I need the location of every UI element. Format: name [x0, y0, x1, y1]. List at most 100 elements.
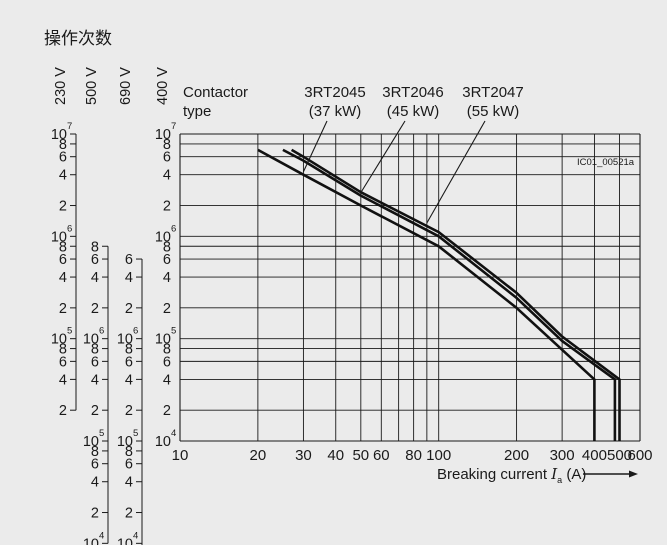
x-axis-label-subscript: a: [557, 475, 562, 485]
voltage-scale-tick-label: 6: [125, 354, 133, 370]
x-tick-label: 20: [250, 447, 267, 464]
voltage-scale-tick-label: 4: [125, 475, 133, 491]
voltage-scale-tick-label: 8: [59, 342, 67, 358]
voltage-scale-tick-label: 6: [59, 252, 67, 268]
y-axis-title-line2: type: [183, 103, 211, 120]
x-tick-label: 80: [405, 447, 422, 464]
voltage-scale-tick-label: 2: [163, 403, 171, 419]
voltage-scale-tick-label: 10: [117, 332, 133, 348]
x-tick-label: 100: [426, 447, 451, 464]
voltage-scale-tick-label: 10: [155, 434, 171, 450]
voltage-scale-tick-label: 2: [163, 199, 171, 215]
voltage-scale-tick-label: 10: [117, 434, 133, 450]
voltage-scale-tick-label: 4: [59, 168, 67, 184]
series-line: [290, 148, 621, 441]
series-label-rating: (37 kW): [309, 103, 362, 120]
voltage-scale-tick-label: 4: [125, 270, 133, 286]
voltage-scale-tick-label: 10: [117, 536, 133, 545]
voltage-scale-tick-label: 6: [91, 457, 99, 473]
voltage-scale-tick-exponent: 4: [133, 530, 138, 541]
x-tick-label: 10: [172, 447, 189, 464]
voltage-scale-tick-label: 10: [51, 127, 67, 143]
voltage-scale-tick-label: 10: [83, 434, 99, 450]
voltage-scale-tick-label: 4: [91, 372, 99, 388]
voltage-scale-tick-label: 10: [51, 229, 67, 245]
voltage-scale-tick-label: 8: [59, 239, 67, 255]
series-leader-line: [302, 120, 328, 172]
x-axis-arrow: [583, 470, 638, 478]
voltage-scale-tick-label: 6: [125, 252, 133, 268]
voltage-scale-tick-label: 6: [163, 150, 171, 166]
voltage-scale-tick-exponent: 4: [99, 530, 104, 541]
voltage-scale-tick-label: 2: [91, 506, 99, 522]
series-label-name: 3RT2045: [304, 84, 365, 101]
voltage-scale-tick-label: 10: [83, 536, 99, 545]
voltage-scale-tick-exponent: 6: [99, 326, 104, 337]
voltage-scale-tick-exponent: 4: [171, 428, 176, 439]
voltage-scale-tick-label: 4: [163, 168, 171, 184]
voltage-scale-tick-label: 4: [163, 270, 171, 286]
voltage-scale-tick-label: 4: [59, 372, 67, 388]
voltage-scale-tick-label: 10: [155, 229, 171, 245]
series-label-rating: (45 kW): [387, 103, 440, 120]
voltage-scale-tick-label: 2: [125, 506, 133, 522]
voltage-scale-tick-label: 8: [91, 342, 99, 358]
voltage-scale-tick-exponent: 7: [67, 121, 72, 132]
voltage-scale-tick-label: 8: [91, 239, 99, 255]
voltage-scale-tick-label: 10: [51, 332, 67, 348]
voltage-scale-tick-label: 8: [125, 444, 133, 460]
voltage-scale-tick-label: 2: [125, 301, 133, 317]
x-tick-label: 50: [352, 447, 369, 464]
x-tick-label: 40: [327, 447, 344, 464]
x-tick-label: 200: [504, 447, 529, 464]
series-label-name: 3RT2046: [382, 84, 443, 101]
series-label-name: 3RT2047: [462, 84, 523, 101]
voltage-scale-label: 230 V: [53, 67, 69, 105]
series-line: [282, 148, 617, 441]
voltage-scale-tick-label: 6: [59, 354, 67, 370]
series-layer: [257, 148, 621, 441]
x-tick-label: 60: [373, 447, 390, 464]
voltage-scale-tick-label: 6: [91, 354, 99, 370]
voltage-scale-tick-label: 6: [163, 252, 171, 268]
series-leader-line: [360, 120, 406, 193]
voltage-scale-tick-exponent: 5: [67, 326, 72, 337]
voltage-scale-tick-label: 8: [163, 239, 171, 255]
voltage-scale-tick-exponent: 5: [171, 326, 176, 337]
voltage-scale-label: 500 V: [84, 67, 100, 105]
voltage-scale: 690 V642106864210586421048: [117, 67, 143, 545]
voltage-scale-tick-label: 6: [125, 457, 133, 473]
voltage-scale-tick-label: 10: [155, 127, 171, 143]
x-axis-label-symbol: I: [550, 465, 558, 483]
x-tick-label: 400: [582, 447, 607, 464]
y-axis-title-line1: Contactor: [183, 84, 248, 101]
voltage-scale-tick-exponent: 7: [171, 121, 176, 132]
voltage-scale-tick-label: 2: [163, 301, 171, 317]
x-tick-label: 300: [550, 447, 575, 464]
annotations: 3RT2045 (37 kW) 3RT2046 (45 kW) 3RT2047 (55 k…: [302, 84, 524, 224]
series-line: [257, 148, 596, 441]
voltage-scale-tick-exponent: 6: [133, 326, 138, 337]
voltage-scale-tick-label: 6: [59, 150, 67, 166]
voltage-scale-tick-label: 2: [59, 403, 67, 419]
x-tick-label: 30: [295, 447, 312, 464]
series-leader-line: [426, 120, 486, 224]
voltage-scale-tick-label: 8: [91, 444, 99, 460]
x-axis-label-unit: (A): [562, 466, 586, 483]
x-tick-label: 600: [627, 447, 652, 464]
voltage-scale-tick-label: 4: [59, 270, 67, 286]
voltage-scale-tick-label: 6: [163, 354, 171, 370]
voltage-scale-tick-label: 2: [59, 199, 67, 215]
voltage-scale-tick-label: 4: [163, 372, 171, 388]
voltage-scale-tick-label: 10: [83, 332, 99, 348]
voltage-scale-tick-exponent: 5: [133, 428, 138, 439]
voltage-scale-tick-label: 8: [125, 342, 133, 358]
voltage-scale-tick-label: 2: [59, 301, 67, 317]
voltage-scale-tick-label: 6: [91, 252, 99, 268]
